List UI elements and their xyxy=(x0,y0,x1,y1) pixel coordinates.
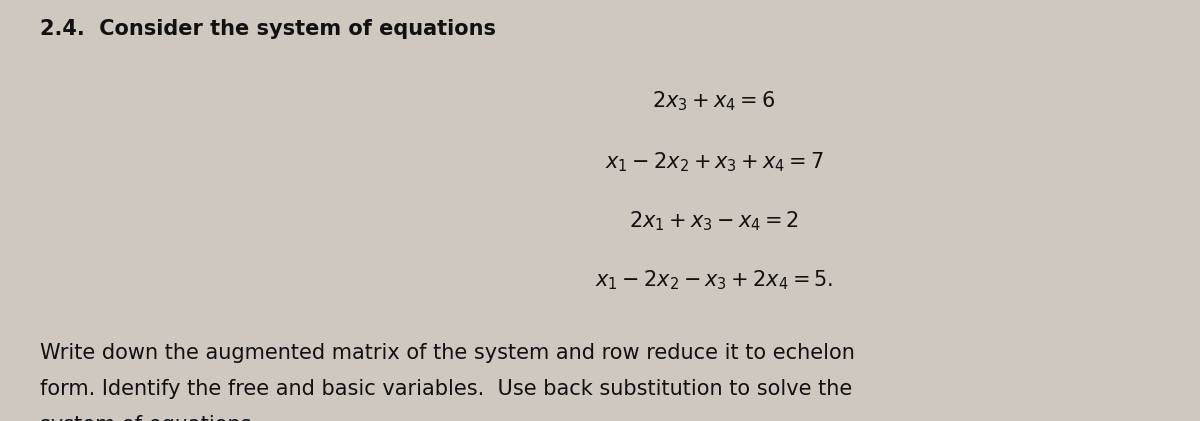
Text: $x_1 - 2x_2 - x_3 + 2x_4 = 5.$: $x_1 - 2x_2 - x_3 + 2x_4 = 5.$ xyxy=(595,268,833,292)
Text: system of equations.: system of equations. xyxy=(40,415,258,421)
Text: $2x_1 + x_3 - x_4 = 2$: $2x_1 + x_3 - x_4 = 2$ xyxy=(629,209,799,233)
Text: 2.4.  Consider the system of equations: 2.4. Consider the system of equations xyxy=(40,19,496,39)
Text: Write down the augmented matrix of the system and row reduce it to echelon: Write down the augmented matrix of the s… xyxy=(40,343,854,363)
Text: $2x_3 + x_4 = 6$: $2x_3 + x_4 = 6$ xyxy=(653,89,775,113)
Text: $x_1 - 2x_2 + x_3 + x_4 = 7$: $x_1 - 2x_2 + x_3 + x_4 = 7$ xyxy=(605,150,823,174)
Text: form. Identify the free and basic variables.  Use back substitution to solve the: form. Identify the free and basic variab… xyxy=(40,379,852,399)
